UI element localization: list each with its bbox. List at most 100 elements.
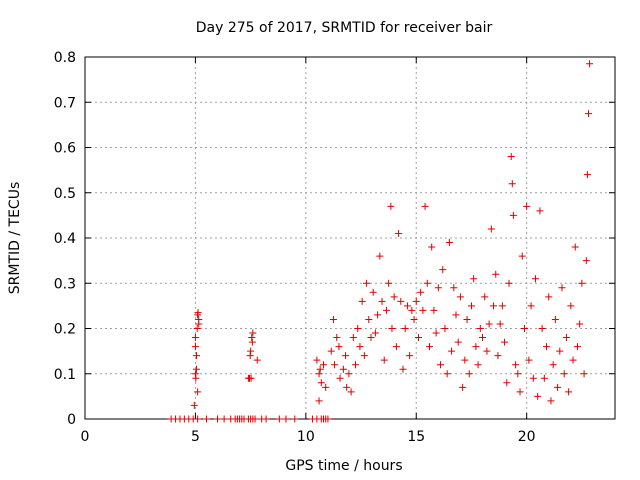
- x-axis: 0 5 10 15 20: [81, 57, 536, 445]
- data-point: [317, 379, 325, 387]
- data-point: [371, 329, 379, 337]
- data-point: [202, 415, 210, 423]
- data-point: [193, 325, 201, 332]
- data-point: [567, 302, 575, 310]
- data-point: [320, 361, 327, 369]
- data-point: [437, 361, 445, 369]
- y-tick-label: 0.2: [54, 322, 76, 338]
- data-point: [253, 356, 261, 364]
- data-point: [352, 361, 360, 369]
- data-point: [336, 374, 344, 382]
- data-point: [503, 379, 511, 387]
- y-axis-label: SRMTID / TECUs: [7, 182, 23, 295]
- data-point: [214, 415, 221, 423]
- data-point: [342, 352, 350, 360]
- data-point: [498, 302, 506, 310]
- data-point: [349, 334, 357, 342]
- data-point: [347, 388, 355, 396]
- grid: [85, 57, 615, 419]
- data-point: [249, 329, 257, 337]
- data-point: [395, 229, 403, 237]
- data-point: [512, 361, 520, 369]
- data-point: [193, 365, 201, 373]
- data-point: [378, 297, 386, 305]
- data-point: [578, 279, 586, 287]
- data-point: [450, 284, 458, 292]
- data-point: [374, 311, 382, 319]
- data-point: [324, 415, 332, 423]
- x-tick-label: 20: [518, 429, 536, 445]
- data-point: [459, 383, 467, 391]
- data-point: [434, 284, 442, 292]
- data-point: [443, 370, 451, 378]
- data-point: [523, 202, 531, 210]
- data-point: [291, 415, 299, 423]
- data-point: [388, 325, 396, 332]
- data-point: [470, 275, 478, 283]
- data-point: [518, 252, 526, 260]
- data-point: [251, 415, 259, 423]
- data-point: [194, 415, 202, 423]
- data-point: [576, 320, 584, 328]
- data-point: [343, 383, 351, 391]
- data-point: [423, 279, 431, 287]
- data-point: [329, 315, 337, 323]
- data-point: [507, 153, 515, 161]
- data-point: [248, 334, 256, 342]
- data-point: [529, 374, 537, 382]
- data-point: [315, 397, 323, 405]
- data-point: [586, 60, 594, 68]
- data-point: [360, 352, 368, 360]
- data-point: [456, 293, 464, 301]
- data-point: [439, 266, 447, 274]
- data-point: [247, 374, 255, 382]
- data-point: [501, 338, 509, 346]
- data-point: [534, 392, 542, 400]
- data-point: [382, 306, 390, 314]
- data-point: [367, 334, 375, 342]
- data-point: [193, 352, 201, 360]
- data-point: [399, 365, 407, 373]
- data-point: [562, 334, 570, 342]
- data-point: [316, 365, 324, 373]
- data-point: [448, 347, 456, 355]
- data-point: [380, 356, 388, 364]
- y-tick-label: 0.4: [54, 231, 76, 247]
- data-point: [472, 343, 480, 351]
- data-point: [465, 370, 473, 378]
- data-point: [385, 279, 393, 287]
- x-tick-label: 0: [81, 429, 90, 445]
- data-point: [496, 320, 504, 328]
- data-point: [573, 343, 581, 351]
- data-point: [525, 356, 533, 364]
- data-point: [406, 352, 414, 360]
- data-point: [430, 306, 438, 314]
- data-point: [345, 370, 353, 378]
- data-point: [426, 343, 433, 351]
- data-point: [194, 309, 202, 317]
- y-tick-label: 0.1: [54, 367, 76, 383]
- data-point: [565, 388, 573, 396]
- y-tick-label: 0: [67, 412, 76, 428]
- data-series: [167, 60, 594, 423]
- data-point: [403, 302, 411, 310]
- data-point: [474, 361, 482, 369]
- data-point: [246, 352, 254, 360]
- data-point: [313, 356, 321, 364]
- y-tick-label: 0.3: [54, 276, 76, 292]
- data-point: [543, 343, 551, 351]
- data-point: [333, 334, 341, 342]
- data-point: [505, 279, 513, 287]
- x-axis-label: GPS time / hours: [285, 458, 402, 474]
- data-point: [569, 356, 577, 364]
- data-point: [369, 288, 377, 296]
- data-point: [580, 370, 588, 378]
- data-point: [485, 320, 493, 328]
- data-point: [220, 415, 228, 423]
- data-point: [536, 207, 544, 215]
- data-point: [487, 225, 495, 233]
- data-point: [248, 338, 256, 346]
- data-point: [554, 383, 562, 391]
- data-point: [494, 352, 502, 360]
